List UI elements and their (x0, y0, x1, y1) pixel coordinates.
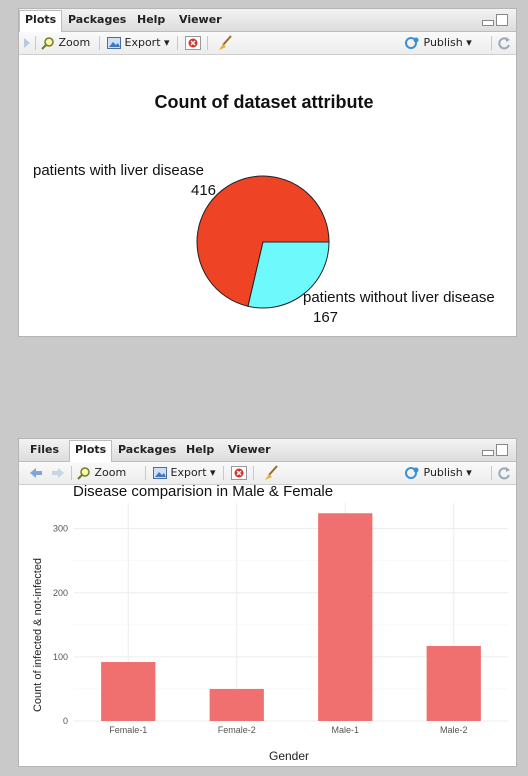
magnifier-icon (41, 37, 54, 50)
bar-male-2 (426, 645, 481, 721)
minimize-icon[interactable] (482, 20, 494, 26)
bar-chart: Disease comparision in Male & Female 0 10… (32, 485, 508, 763)
pane-window-controls (482, 14, 510, 26)
pane-tabbar: Plots Packages Help Viewer (19, 9, 516, 32)
tab-plots[interactable]: Plots (19, 10, 63, 32)
bar-ylabel: Count of infected & not-infected (32, 558, 44, 712)
publish-icon (405, 37, 419, 49)
plot-toolbar: Zoom Export ▾ Publish ▾ (19, 462, 516, 485)
publish-label: Publish ▾ (423, 36, 472, 49)
pie-title: Count of dataset attribute (155, 92, 374, 112)
y-tick-label: 100 (53, 652, 68, 662)
export-label: Export ▾ (170, 466, 216, 479)
plot-toolbar: Zoom Export ▾ Publish ▾ (19, 32, 516, 55)
pie-slice-no-liver-disease (247, 241, 330, 309)
x-tick-label: Male-1 (331, 725, 359, 735)
plot-area: Disease comparision in Male & Female 0 10… (19, 485, 516, 766)
publish-icon (405, 467, 419, 479)
maximize-icon[interactable] (496, 14, 508, 26)
publish-button[interactable]: Publish ▾ (404, 35, 472, 51)
plots-pane-top: Plots Packages Help Viewer Zoom Export ▾ (18, 8, 517, 337)
y-tick-label: 200 (53, 588, 68, 598)
pie-label-liver-disease: patients with liver disease (33, 162, 204, 179)
bar-female-2 (209, 688, 264, 721)
tab-viewer[interactable]: Viewer (228, 443, 271, 456)
zoom-button[interactable]: Zoom (77, 465, 126, 481)
tab-viewer[interactable]: Viewer (179, 13, 222, 26)
broom-icon (219, 35, 232, 50)
pane-tabbar: Files Plots Packages Help Viewer (19, 439, 516, 462)
refresh-icon (498, 467, 510, 480)
y-tick-label: 300 (53, 524, 68, 534)
zoom-label: Zoom (94, 466, 127, 479)
pie-label-no-liver-disease: patients without liver disease (303, 289, 495, 306)
x-tick-label: Female-2 (218, 725, 256, 735)
bar-title: Disease comparision in Male & Female (73, 485, 333, 500)
remove-plot-button[interactable] (185, 35, 201, 51)
pane-window-controls (482, 444, 510, 456)
refresh-button[interactable] (497, 35, 511, 51)
minimize-icon[interactable] (482, 450, 494, 456)
broom-icon (265, 465, 278, 480)
x-tick-label: Male-2 (440, 725, 468, 735)
refresh-icon (498, 37, 510, 50)
x-tick-label: Female-1 (109, 725, 147, 735)
bar-male-1 (318, 513, 373, 721)
bar-female-1 (101, 662, 156, 721)
pie-slice-liver-disease (196, 175, 330, 307)
forward-arrow-icon[interactable] (51, 465, 65, 481)
pie-value-liver-disease: 416 (191, 182, 216, 199)
publish-label: Publish ▾ (423, 466, 472, 479)
plot-area: Count of dataset attribute patients with… (19, 55, 516, 336)
plots-pane-bottom: Files Plots Packages Help Viewer Zoom Ex… (18, 438, 517, 767)
bar-xlabel: Gender (269, 749, 309, 763)
maximize-icon[interactable] (496, 444, 508, 456)
export-image-icon (107, 37, 121, 49)
y-tick-label: 0 (63, 716, 68, 726)
remove-plot-icon (231, 466, 247, 480)
tab-packages[interactable]: Packages (68, 13, 127, 26)
zoom-label: Zoom (58, 36, 91, 49)
zoom-button[interactable]: Zoom (41, 35, 90, 51)
clear-all-button[interactable] (263, 465, 279, 481)
export-image-icon (153, 467, 167, 479)
refresh-button[interactable] (497, 465, 511, 481)
forward-arrow-icon[interactable] (23, 35, 31, 51)
tab-plots[interactable]: Plots (69, 440, 113, 462)
tab-files[interactable]: Files (30, 443, 60, 456)
publish-button[interactable]: Publish ▾ (404, 465, 472, 481)
back-arrow-icon[interactable] (29, 465, 43, 481)
tab-packages[interactable]: Packages (118, 443, 177, 456)
magnifier-icon (77, 467, 90, 480)
remove-plot-button[interactable] (231, 465, 247, 481)
export-button[interactable]: Export ▾ (107, 35, 170, 51)
tab-help[interactable]: Help (137, 13, 166, 26)
pie-value-no-liver-disease: 167 (313, 309, 338, 326)
remove-plot-icon (185, 36, 201, 50)
pie-chart: Count of dataset attribute patients with… (33, 92, 495, 326)
export-button[interactable]: Export ▾ (153, 465, 216, 481)
clear-all-button[interactable] (217, 35, 233, 51)
export-label: Export ▾ (124, 36, 170, 49)
tab-help[interactable]: Help (186, 443, 215, 456)
